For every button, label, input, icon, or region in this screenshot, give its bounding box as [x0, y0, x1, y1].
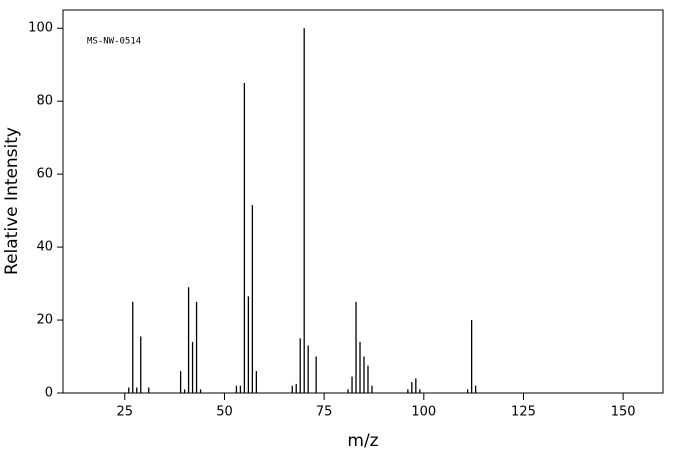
y-tick-label: 20 — [36, 313, 53, 328]
x-tick-label: 50 — [216, 405, 233, 420]
x-tick-label: 25 — [117, 405, 134, 420]
x-tick-label: 100 — [411, 405, 436, 420]
y-tick-label: 60 — [36, 167, 53, 182]
plot-frame — [62, 9, 664, 394]
x-tick-label: 150 — [611, 405, 636, 420]
y-axis-title: Relative Intensity — [2, 127, 22, 275]
y-tick-label: 80 — [36, 94, 53, 109]
x-tick-label: 75 — [316, 405, 333, 420]
x-tick-label: 125 — [511, 405, 536, 420]
x-axis-title: m/z — [347, 431, 378, 451]
y-tick-label: 40 — [36, 240, 53, 255]
y-tick-label: 100 — [28, 21, 53, 36]
y-tick-label: 0 — [45, 386, 53, 401]
annotation: MS-NW-0514 — [87, 37, 141, 47]
